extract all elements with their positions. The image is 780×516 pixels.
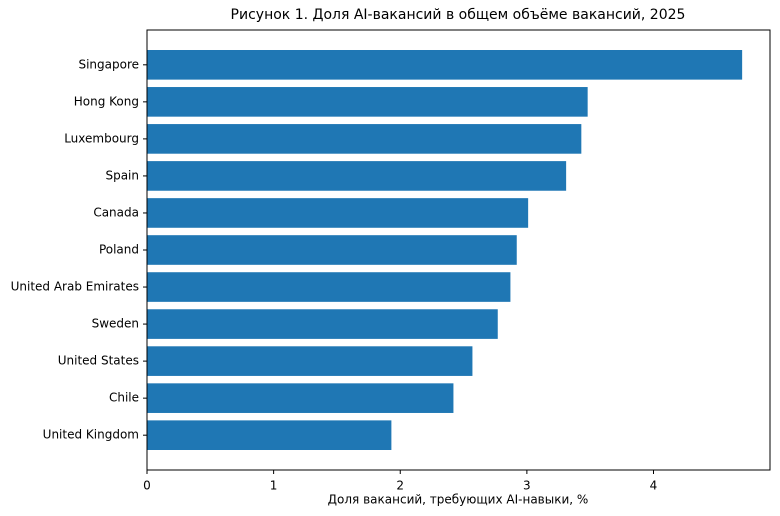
x-tick-label: 4 [650,479,658,493]
y-tick-label: Luxembourg [64,131,139,145]
y-tick-label: United Kingdom [43,428,139,442]
y-tick-label: Sweden [92,317,139,331]
y-tick-label: United States [58,354,139,368]
chart-title: Рисунок 1. Доля AI-вакансий в общем объё… [231,7,686,23]
bar [147,161,567,191]
bar [147,346,473,376]
bar [147,235,517,265]
y-tick-label: Singapore [78,57,139,71]
y-tick-label: Hong Kong [74,94,139,108]
bar [147,50,743,80]
y-tick-label: Spain [105,168,139,182]
plot-frame [146,29,771,471]
y-tick-label: Chile [109,391,139,405]
bar [147,383,454,413]
x-axis-label: Доля вакансий, требующих AI-навыки, % [328,493,589,507]
bar [147,124,582,154]
x-tick-label: 2 [396,479,404,493]
y-tick-label: Canada [93,205,139,219]
x-tick-label: 3 [523,479,531,493]
x-tick-label: 1 [270,479,278,493]
x-tick-label: 0 [143,479,151,493]
bar [147,198,529,228]
bar [147,309,498,339]
y-tick-label: United Arab Emirates [11,280,139,294]
bar [147,272,511,302]
bar [147,420,392,450]
y-tick-label: Poland [99,243,139,257]
bar [147,87,588,117]
